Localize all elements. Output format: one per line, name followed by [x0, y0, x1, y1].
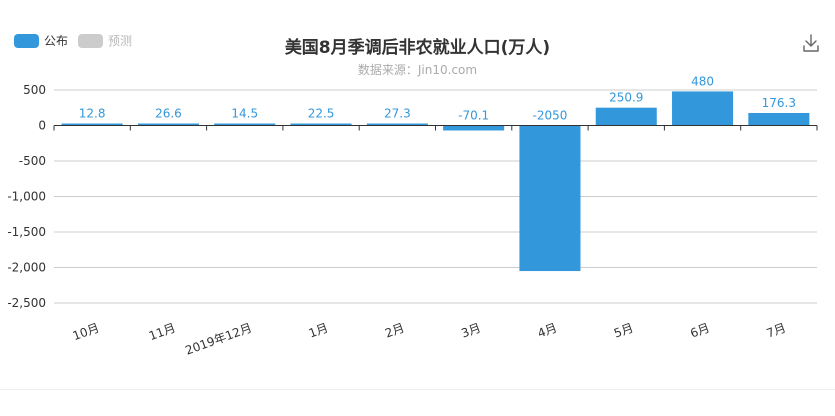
x-tick-label: 6月	[688, 321, 711, 341]
x-tick-label: 1月	[307, 321, 330, 341]
x-tick-label: 4月	[536, 321, 559, 341]
legend: 公布 预测	[14, 32, 142, 49]
bar	[290, 123, 352, 126]
legend-swatch-published	[14, 33, 39, 48]
chart-title: 美国8月季调后非农就业人口(万人)	[284, 38, 551, 58]
bar	[519, 125, 581, 272]
data-label: 26.6	[155, 107, 182, 121]
bar	[366, 123, 428, 126]
bar	[214, 123, 276, 126]
x-tick-label: 2月	[383, 321, 406, 341]
y-tick-label: -500	[19, 154, 46, 168]
legend-item-published[interactable]: 公布	[14, 32, 68, 49]
data-label: 250.9	[609, 91, 643, 105]
y-tick-label: 0	[38, 119, 46, 133]
bar	[748, 112, 810, 126]
x-tick-label: 5月	[612, 321, 635, 341]
x-tick-label: 10月	[71, 321, 101, 343]
y-tick-label: -2,000	[7, 261, 46, 275]
chart-subtitle: 数据来源：Jin10.com	[357, 63, 478, 77]
x-tick-label: 11月	[147, 321, 177, 343]
data-label: 27.3	[384, 107, 411, 121]
bar	[443, 125, 505, 131]
legend-label-published: 公布	[44, 34, 69, 48]
bar	[61, 123, 123, 126]
y-tick-label: -1,500	[7, 225, 46, 239]
data-label: 14.5	[231, 107, 258, 121]
bar	[137, 123, 199, 126]
legend-item-forecast[interactable]: 预测	[78, 32, 132, 49]
bar	[672, 91, 734, 126]
legend-swatch-forecast	[78, 33, 104, 48]
legend-label-forecast: 预测	[108, 34, 133, 48]
y-tick-label: 500	[23, 83, 46, 97]
divider	[0, 389, 835, 390]
data-label: 176.3	[762, 96, 796, 110]
download-icon[interactable]	[801, 33, 821, 53]
y-tick-label: -2,500	[7, 296, 46, 310]
data-label: 12.8	[79, 107, 106, 121]
bar	[595, 107, 657, 126]
x-tick-label: 7月	[765, 321, 788, 341]
x-tick-label: 2019年12月	[183, 321, 253, 358]
data-label: 22.5	[308, 107, 335, 121]
y-tick-label: -1,000	[7, 190, 46, 204]
x-tick-label: 3月	[459, 321, 482, 341]
data-label: -2050	[533, 109, 568, 123]
data-label: -70.1	[458, 109, 489, 123]
